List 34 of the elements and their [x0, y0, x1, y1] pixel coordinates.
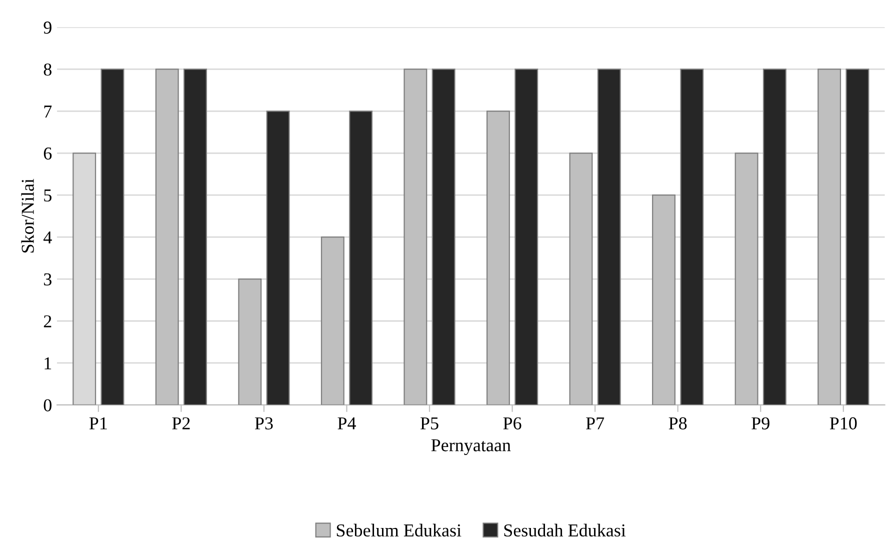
x-axis-title: Pernyataan — [431, 439, 511, 456]
y-tick-label: 9 — [44, 22, 52, 34]
x-tick-label: P7 — [586, 417, 604, 430]
x-tick-label: P6 — [503, 417, 522, 430]
y-tick-label: 7 — [44, 106, 52, 118]
y-tick-label: 8 — [44, 63, 52, 76]
x-tick-label: P5 — [420, 417, 438, 430]
bar — [349, 110, 373, 405]
y-tick-label: 5 — [44, 190, 52, 202]
x-tick-label: P4 — [338, 417, 356, 430]
bar — [100, 68, 124, 405]
x-tick-label: P3 — [254, 417, 273, 430]
bar — [184, 68, 207, 405]
x-tick-label: P1 — [89, 417, 107, 430]
legend-label: Sebelum Edukasi — [336, 524, 462, 537]
bar — [680, 68, 704, 405]
bar — [432, 68, 456, 405]
y-tick-label: 0 — [44, 399, 52, 412]
legend-label: Sesudah Edukasi — [504, 524, 626, 537]
bar — [762, 68, 786, 405]
y-tick-label: 3 — [44, 273, 52, 286]
y-axis-title: Skor/Nilai — [21, 178, 34, 252]
bar — [597, 68, 621, 405]
bar — [514, 68, 538, 405]
x-tick-label: P10 — [830, 417, 857, 430]
x-tick-label: P2 — [172, 417, 190, 430]
bar — [266, 110, 290, 405]
y-tick-label: 6 — [44, 147, 52, 160]
x-tick-label: P9 — [752, 417, 770, 430]
x-tick-label: P8 — [668, 417, 687, 430]
bar — [846, 68, 870, 405]
y-tick-label: 2 — [44, 315, 52, 328]
y-tick-label: 1 — [44, 357, 52, 370]
y-tick-label: 4 — [43, 231, 52, 244]
